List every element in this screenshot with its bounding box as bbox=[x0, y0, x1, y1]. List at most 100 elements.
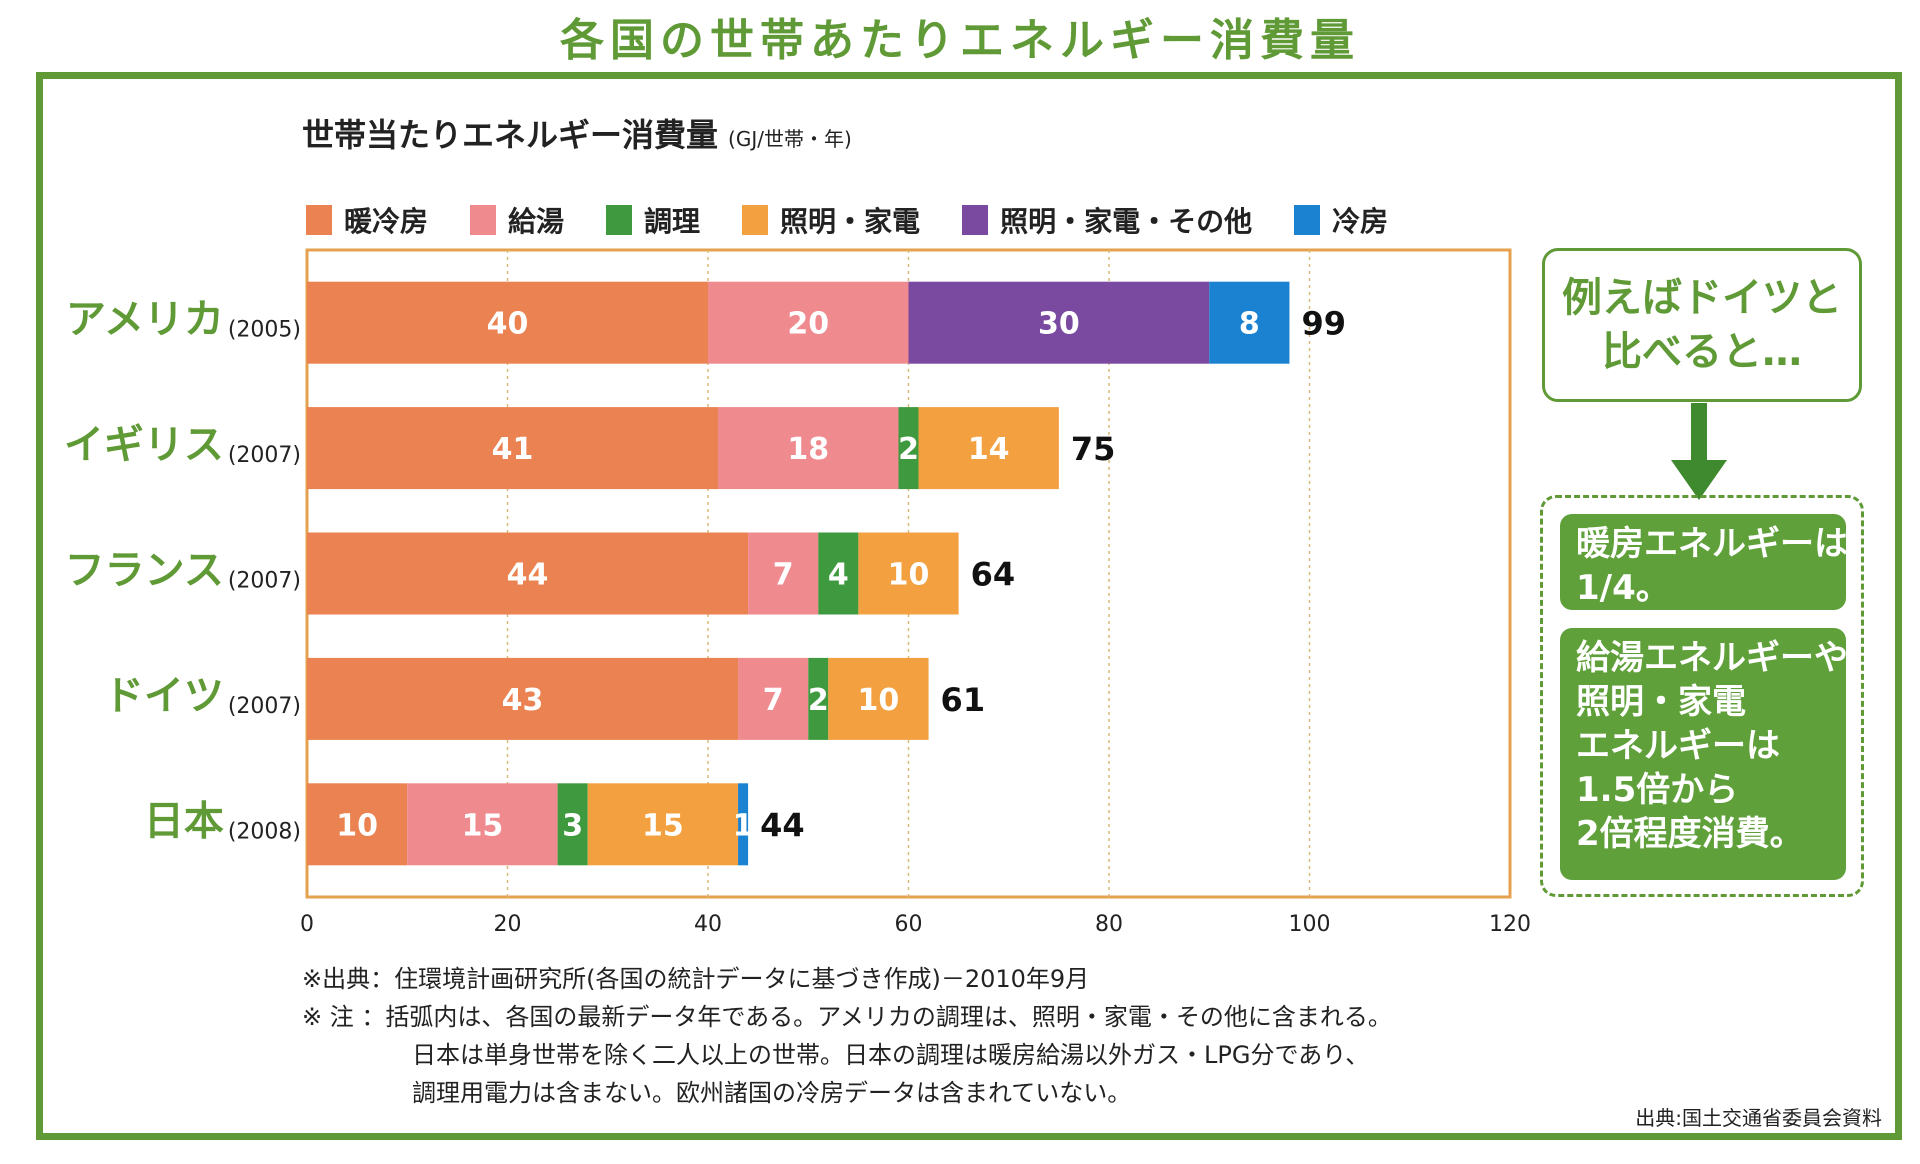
bar-segment bbox=[307, 407, 719, 490]
callout-box: 例えばドイツと 比べると… bbox=[1542, 248, 1862, 402]
year-label: (2007) bbox=[228, 569, 301, 594]
year-label: (2007) bbox=[228, 694, 301, 719]
bar-segment bbox=[738, 657, 809, 740]
year-label: (2007) bbox=[228, 443, 301, 468]
data-label: 41 bbox=[492, 432, 534, 467]
x-tick-label: 120 bbox=[1489, 912, 1531, 937]
card-line: 暖房エネルギーは bbox=[1576, 524, 1848, 564]
source-credit: 出典:国土交通省委員会資料 bbox=[1635, 1106, 1882, 1130]
country-label: アメリカ bbox=[66, 297, 224, 343]
bar-segment bbox=[557, 783, 588, 866]
total-label: 61 bbox=[941, 681, 986, 719]
bar-segment bbox=[307, 532, 749, 615]
card-line: 2倍程度消費。 bbox=[1576, 814, 1804, 854]
legend-item: 冷房 bbox=[1294, 200, 1388, 240]
data-label: 3 bbox=[562, 808, 583, 843]
legend-item: 照明・家電・その他 bbox=[962, 200, 1252, 240]
bar-segment bbox=[748, 532, 819, 615]
bar-segment bbox=[908, 281, 1210, 364]
card-line: エネルギーは bbox=[1576, 726, 1780, 766]
legend-label: 照明・家電・その他 bbox=[1000, 205, 1253, 238]
data-label: 20 bbox=[787, 307, 829, 342]
x-tick-label: 60 bbox=[895, 912, 923, 937]
card-line: 1/4。 bbox=[1576, 568, 1670, 608]
x-tick-label: 40 bbox=[694, 912, 722, 937]
data-label: 15 bbox=[642, 808, 684, 843]
legend-item: 暖冷房 bbox=[306, 200, 428, 240]
year-label: (2008) bbox=[228, 819, 301, 844]
legend-swatch bbox=[962, 205, 989, 235]
total-label: 64 bbox=[971, 556, 1016, 594]
callout-line: 比べると… bbox=[1602, 329, 1802, 375]
data-label: 2 bbox=[898, 432, 919, 467]
x-tick-label: 0 bbox=[300, 912, 314, 937]
data-label: 40 bbox=[487, 307, 529, 342]
total-label: 75 bbox=[1071, 430, 1116, 468]
data-label: 10 bbox=[336, 808, 378, 843]
legend-item: 調理 bbox=[606, 200, 700, 240]
data-label: 7 bbox=[773, 558, 794, 593]
legend-swatch bbox=[742, 205, 769, 235]
chart-unit: (GJ/世帯・年) bbox=[728, 127, 852, 151]
card-line: 1.5倍から bbox=[1576, 770, 1739, 810]
note-line: ※出典：住環境計画研究所(各国の統計データに基づき作成)－2010年9月 bbox=[302, 965, 1090, 993]
finding-card: 暖房エネルギーは 1/4。 bbox=[1560, 514, 1848, 610]
data-label: 10 bbox=[858, 683, 900, 718]
data-label: 43 bbox=[502, 683, 544, 718]
bar-segment bbox=[587, 783, 739, 866]
bar-segment bbox=[808, 657, 829, 740]
x-tick-label: 20 bbox=[494, 912, 522, 937]
note-line: 日本は単身世帯を除く二人以上の世帯。日本の調理は暖房給湯以外ガス・LPG分であり… bbox=[412, 1041, 1370, 1069]
country-label: ドイツ bbox=[104, 673, 224, 719]
data-label: 4 bbox=[828, 558, 849, 593]
bar-segment bbox=[818, 532, 859, 615]
legend-swatch bbox=[306, 205, 332, 235]
chart-title-text: 世帯当たりエネルギー消費量 bbox=[302, 116, 719, 154]
note-line: ※ 注 ：括弧内は、各国の最新データ年である。アメリカの調理は、照明・家電・その… bbox=[302, 1003, 1392, 1031]
card-line: 照明・家電 bbox=[1576, 682, 1746, 722]
data-label: 14 bbox=[968, 432, 1010, 467]
country-label: フランス bbox=[65, 548, 224, 594]
page-title: 各国の世帯あたりエネルギー消費量 bbox=[560, 15, 1360, 66]
legend-swatch bbox=[1294, 205, 1321, 235]
bar-segment bbox=[718, 407, 899, 490]
legend-item: 給湯 bbox=[470, 200, 564, 240]
data-label: 2 bbox=[808, 683, 829, 718]
chart-title: 世帯当たりエネルギー消費量 (GJ/世帯・年) bbox=[302, 110, 852, 156]
legend-label: 調理 bbox=[644, 205, 701, 238]
total-label: 99 bbox=[1301, 305, 1346, 343]
data-label: 8 bbox=[1239, 307, 1260, 342]
data-label: 7 bbox=[763, 683, 784, 718]
data-label: 44 bbox=[507, 558, 549, 593]
legend-label: 給湯 bbox=[508, 205, 565, 238]
down-arrow-icon bbox=[1691, 403, 1707, 463]
callout-line: 例えばドイツと bbox=[1562, 275, 1842, 321]
legend-label: 冷房 bbox=[1332, 205, 1389, 238]
data-label: 15 bbox=[462, 808, 504, 843]
x-tick-label: 100 bbox=[1289, 912, 1331, 937]
legend-label: 暖冷房 bbox=[344, 205, 429, 238]
arrow-head-icon bbox=[1671, 460, 1727, 500]
bar-segment bbox=[898, 407, 919, 490]
bar-segment bbox=[307, 281, 708, 364]
note-line: 調理用電力は含まない。欧州諸国の冷房データは含まれていない。 bbox=[412, 1079, 1132, 1107]
data-label: 18 bbox=[787, 432, 829, 467]
bar-segment bbox=[307, 657, 739, 740]
data-label: 1 bbox=[733, 808, 754, 843]
legend-swatch bbox=[470, 205, 497, 235]
data-label: 30 bbox=[1038, 307, 1080, 342]
legend-label: 照明・家電 bbox=[780, 205, 921, 238]
legend: 暖冷房 給湯 調理 照明・家電 照明・家電・その他 冷房 bbox=[306, 200, 1430, 240]
x-tick-label: 80 bbox=[1095, 912, 1123, 937]
bar-segment bbox=[307, 783, 408, 866]
legend-swatch bbox=[606, 205, 633, 235]
country-label: 日本 bbox=[144, 798, 224, 844]
findings-panel bbox=[1540, 495, 1864, 897]
total-label: 44 bbox=[760, 806, 805, 844]
legend-item: 照明・家電 bbox=[742, 200, 920, 240]
bar-segment bbox=[738, 783, 749, 866]
bar-segment bbox=[407, 783, 558, 866]
bar-segment bbox=[918, 407, 1059, 490]
bar-segment bbox=[858, 532, 959, 615]
